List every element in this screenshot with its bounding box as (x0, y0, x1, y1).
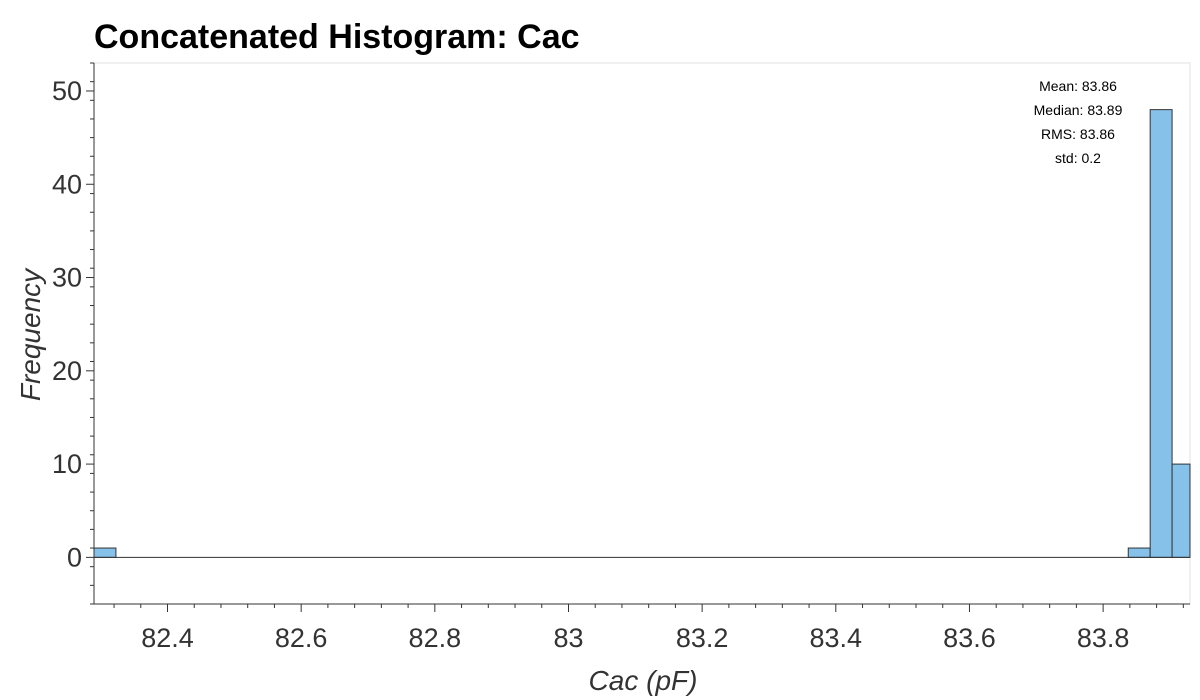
histogram-bar (1127, 547, 1151, 558)
y-tick-label: 10 (52, 449, 82, 479)
x-tick-label: 83.4 (810, 623, 863, 653)
stats-line: Mean: 83.86 (1039, 78, 1117, 94)
stats-line: std: 0.2 (1055, 150, 1101, 166)
chart-title: Concatenated Histogram: Cac (94, 18, 580, 56)
histogram-bars (93, 109, 1191, 558)
histogram-bar (1171, 463, 1191, 558)
histogram-bar (93, 547, 117, 558)
x-axis-label: Cac (pF) (589, 665, 698, 696)
y-axis-ticks: 0 10 20 30 40 50 (52, 62, 94, 605)
x-tick-label: 82.4 (141, 623, 194, 653)
plot-area (93, 62, 1191, 605)
y-tick-label: 20 (52, 356, 82, 386)
y-tick-label: 0 (67, 542, 82, 572)
y-tick-label: 50 (52, 76, 82, 106)
stats-box: Mean: 83.86 Median: 83.89 RMS: 83.86 std: 0… (1034, 78, 1123, 166)
x-axis-ticks: 82.4 82.6 82.8 83 83.2 83.4 83.6 83.8 (113, 604, 1184, 653)
y-tick-label: 40 (52, 169, 82, 199)
histogram-bar (1149, 109, 1173, 558)
x-tick-label: 83.6 (943, 623, 996, 653)
x-tick-label: 82.8 (409, 623, 462, 653)
stats-line: RMS: 83.86 (1041, 126, 1115, 142)
x-tick-label: 83 (553, 623, 583, 653)
y-axis-label: Frequency (15, 267, 46, 401)
x-tick-label: 83.8 (1077, 623, 1130, 653)
x-tick-label: 82.6 (275, 623, 328, 653)
x-tick-label: 83.2 (676, 623, 729, 653)
y-tick-label: 30 (52, 263, 82, 293)
stats-line: Median: 83.89 (1034, 102, 1123, 118)
